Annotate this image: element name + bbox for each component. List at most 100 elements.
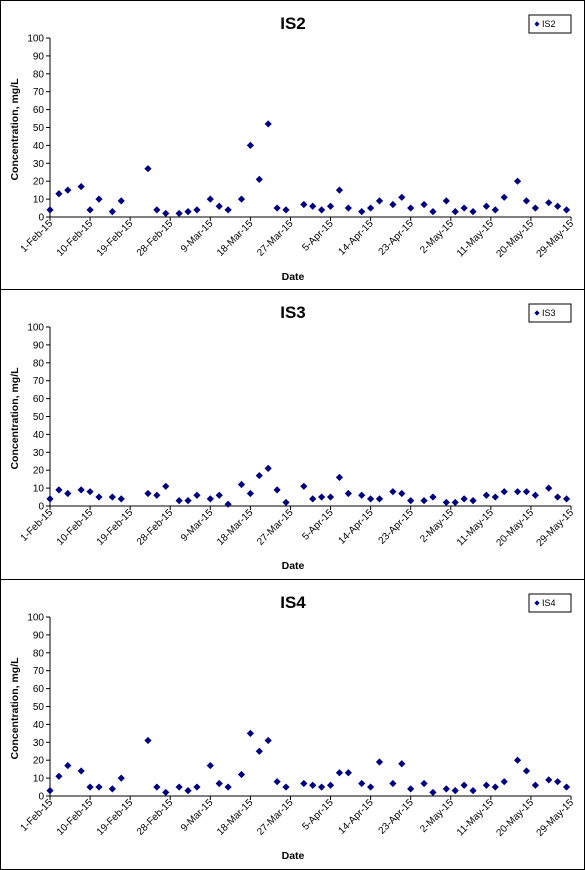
- x-tick-label: 29-May-15: [535, 797, 577, 839]
- x-tick-label: 10-Feb-15: [55, 797, 96, 838]
- data-point: [451, 498, 459, 507]
- data-point: [500, 488, 508, 496]
- data-point: [108, 785, 116, 793]
- y-tick-label: 80: [33, 358, 45, 369]
- data-point: [367, 495, 375, 503]
- x-tick-label: 14-Apr-15: [337, 507, 377, 547]
- data-point: [460, 495, 468, 503]
- data-point: [108, 493, 116, 501]
- data-point: [117, 774, 125, 782]
- y-tick-label: 0: [38, 502, 44, 513]
- x-tick-label: 11-May-15: [455, 218, 496, 259]
- y-tick-label: 0: [38, 792, 44, 803]
- y-tick-label: 100: [27, 613, 44, 624]
- x-tick-label: 11-May-15: [455, 507, 496, 548]
- x-tick-label: 14-Apr-15: [337, 218, 377, 258]
- data-point: [153, 491, 161, 499]
- data-point: [407, 204, 415, 212]
- x-tick-label: 9-Mar-15: [179, 797, 216, 834]
- data-point: [237, 770, 246, 779]
- y-tick-label: 0: [38, 213, 44, 224]
- y-tick-label: 40: [33, 430, 45, 441]
- data-point: [344, 769, 352, 777]
- data-point: [531, 491, 539, 499]
- data-point: [375, 495, 384, 503]
- y-axis-label: Concentration, mg/L: [9, 367, 21, 470]
- chart-svg: IS2 0 10 20 30 40 50 60 70 80 90 100 1-Feb-15 10-Feb-…: [9, 14, 577, 283]
- x-tick-label: 27-Mar-15: [255, 218, 296, 259]
- data-point: [175, 783, 183, 791]
- data-point: [562, 206, 571, 214]
- x-tick-label: 9-Mar-15: [179, 507, 216, 544]
- data-point: [215, 779, 223, 788]
- data-point: [309, 781, 317, 789]
- x-tick-label: 1-Feb-15: [19, 507, 56, 544]
- data-point: [273, 204, 281, 212]
- data-point: [108, 208, 116, 216]
- x-tick-label: 23-Apr-15: [377, 218, 417, 258]
- x-tick-label: 19-Feb-15: [95, 218, 136, 259]
- x-tick-label: 20-May-15: [494, 218, 536, 260]
- data-point: [184, 208, 192, 216]
- legend-marker: [534, 310, 540, 316]
- legend-label: IS4: [542, 598, 556, 608]
- chart-legend: IS2: [528, 14, 572, 34]
- x-tick-label: 28-Feb-15: [135, 507, 176, 548]
- x-tick-label: 10-Feb-15: [55, 507, 96, 548]
- y-axis-label: Concentration, mg/L: [9, 78, 21, 181]
- data-point: [46, 206, 54, 214]
- y-axis-label: Concentration, mg/L: [9, 657, 21, 760]
- data-point: [554, 202, 562, 210]
- legend-label: IS2: [542, 19, 556, 29]
- data-point: [469, 497, 477, 505]
- y-tick-label: 20: [33, 466, 45, 477]
- data-point: [469, 208, 477, 216]
- chart-svg: IS4 0 10 20 30 40 50 60 70 80 90 100 1-Feb-15 10-Feb-…: [9, 593, 577, 862]
- data-point: [522, 197, 531, 205]
- y-tick-label: 60: [33, 105, 45, 116]
- y-tick-label: 90: [33, 51, 45, 62]
- x-tick-label: 29-May-15: [535, 218, 577, 260]
- data-point: [420, 200, 428, 209]
- data-point: [545, 199, 553, 207]
- data-point: [562, 783, 571, 791]
- data-point: [429, 788, 437, 797]
- data-point: [282, 783, 290, 791]
- x-tick-label: 11-May-15: [455, 797, 496, 838]
- data-point: [300, 200, 308, 209]
- data-point: [460, 781, 468, 789]
- x-tick-label: 18-Mar-15: [215, 218, 256, 259]
- y-tick-label: 30: [33, 159, 45, 170]
- data-point: [309, 202, 317, 210]
- data-point: [237, 195, 246, 203]
- data-point: [389, 200, 397, 209]
- data-point: [407, 785, 415, 793]
- data-point: [255, 175, 263, 184]
- chart-panel-is4: IS4 0 10 20 30 40 50 60 70 80 90 100 1-Feb-15 10-Feb-…: [0, 579, 585, 870]
- data-point: [300, 482, 308, 490]
- data-point: [318, 206, 326, 214]
- data-point: [460, 204, 468, 212]
- data-point: [86, 206, 94, 214]
- legend-box: [528, 14, 572, 34]
- data-point: [344, 489, 352, 498]
- y-tick-label: 90: [33, 630, 45, 641]
- data-point: [162, 209, 170, 218]
- data-point: [326, 781, 335, 789]
- data-point: [193, 783, 201, 791]
- data-point: [86, 488, 94, 496]
- data-point: [86, 783, 94, 791]
- data-point: [144, 736, 152, 745]
- data-point: [55, 772, 63, 780]
- data-point: [562, 495, 571, 503]
- data-point: [389, 779, 397, 788]
- x-tick-label: 1-Feb-15: [19, 797, 56, 834]
- y-tick-label: 80: [33, 648, 45, 659]
- x-tick-label: 28-Feb-15: [135, 218, 176, 259]
- y-tick-label: 20: [33, 177, 45, 188]
- data-point: [389, 488, 397, 496]
- data-point: [429, 208, 437, 216]
- legend-box: [528, 593, 572, 613]
- x-tick-label: 19-Feb-15: [95, 507, 136, 548]
